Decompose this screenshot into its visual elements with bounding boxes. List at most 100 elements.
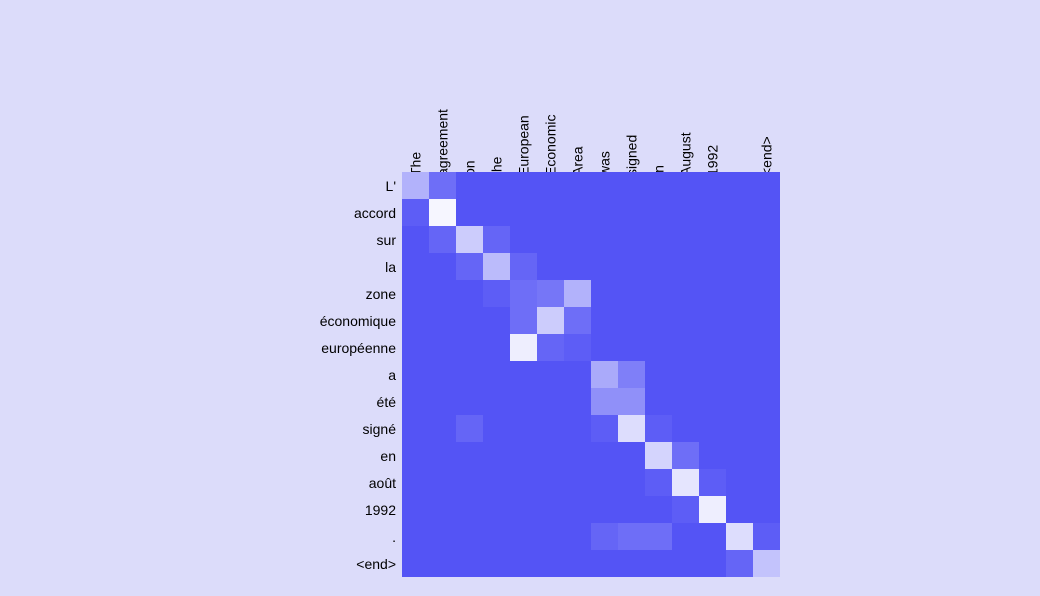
heatmap-cell	[456, 469, 483, 496]
heatmap-cell	[672, 523, 699, 550]
heatmap-cell	[564, 550, 591, 577]
heatmap-cell	[483, 280, 510, 307]
heatmap-cell	[591, 280, 618, 307]
heatmap-cell	[753, 361, 780, 388]
heatmap-cell	[645, 361, 672, 388]
heatmap-cell	[456, 172, 483, 199]
row-label: en	[282, 442, 402, 469]
heatmap-cell	[618, 523, 645, 550]
heatmap-cell	[537, 253, 564, 280]
heatmap-cell	[402, 361, 429, 388]
heatmap-cell	[483, 388, 510, 415]
heatmap-cell	[537, 496, 564, 523]
row-label: économique	[282, 307, 402, 334]
row-label: été	[282, 388, 402, 415]
heatmap-cell	[645, 523, 672, 550]
heatmap-cell	[564, 307, 591, 334]
heatmap-cell	[618, 199, 645, 226]
heatmap-cell	[429, 442, 456, 469]
heatmap-cell	[456, 199, 483, 226]
heatmap-cell	[591, 253, 618, 280]
heatmap-cell	[672, 226, 699, 253]
heatmap-cell	[591, 415, 618, 442]
heatmap-cell	[672, 442, 699, 469]
column-label: signed	[618, 32, 645, 176]
heatmap-cell	[699, 334, 726, 361]
heatmap-cell	[618, 388, 645, 415]
heatmap-cell	[726, 496, 753, 523]
heatmap-cell	[753, 199, 780, 226]
heatmap-cell	[672, 280, 699, 307]
heatmap-cell	[645, 334, 672, 361]
heatmap-cell	[618, 334, 645, 361]
heatmap-cell	[429, 226, 456, 253]
heatmap-cell	[753, 415, 780, 442]
column-label: on	[456, 32, 483, 176]
heatmap-cell	[726, 415, 753, 442]
heatmap-cell	[483, 442, 510, 469]
heatmap-cell	[429, 172, 456, 199]
heatmap-cell	[537, 334, 564, 361]
heatmap-cell	[564, 199, 591, 226]
heatmap-cell	[483, 523, 510, 550]
column-label: 1992	[699, 32, 726, 176]
column-label: in	[645, 32, 672, 176]
heatmap-cell	[753, 307, 780, 334]
heatmap-cell	[510, 523, 537, 550]
heatmap-cell	[672, 307, 699, 334]
heatmap-cell	[591, 199, 618, 226]
heatmap-cell	[429, 388, 456, 415]
heatmap-cell	[753, 226, 780, 253]
attention-heatmap	[402, 172, 780, 577]
heatmap-cell	[564, 334, 591, 361]
heatmap-cell	[645, 415, 672, 442]
heatmap-cell	[618, 280, 645, 307]
heatmap-cell	[510, 280, 537, 307]
heatmap-cell	[618, 307, 645, 334]
heatmap-cell	[753, 388, 780, 415]
heatmap-cell	[483, 307, 510, 334]
heatmap-cell	[510, 199, 537, 226]
figure-stage: TheagreementontheEuropeanEconomicAreawas…	[0, 0, 1040, 596]
heatmap-cell	[537, 415, 564, 442]
heatmap-cell	[645, 550, 672, 577]
heatmap-cell	[456, 523, 483, 550]
column-label: was	[591, 32, 618, 176]
heatmap-cell	[402, 550, 429, 577]
heatmap-cell	[429, 253, 456, 280]
heatmap-cell	[672, 253, 699, 280]
heatmap-cell	[753, 334, 780, 361]
heatmap-cell	[699, 307, 726, 334]
heatmap-cell	[429, 280, 456, 307]
heatmap-cell	[402, 172, 429, 199]
heatmap-cell	[483, 199, 510, 226]
heatmap-cell	[564, 388, 591, 415]
heatmap-cell	[537, 442, 564, 469]
heatmap-cell	[591, 523, 618, 550]
heatmap-cell	[591, 496, 618, 523]
row-label: L'	[282, 172, 402, 199]
heatmap-cell	[429, 334, 456, 361]
heatmap-cell	[402, 415, 429, 442]
heatmap-cell	[429, 550, 456, 577]
heatmap-cell	[537, 307, 564, 334]
heatmap-cell	[402, 226, 429, 253]
heatmap-cell	[699, 226, 726, 253]
heatmap-cell	[699, 361, 726, 388]
heatmap-cell	[456, 550, 483, 577]
heatmap-cell	[672, 550, 699, 577]
heatmap-cell	[429, 307, 456, 334]
row-label: 1992	[282, 496, 402, 523]
heatmap-cell	[618, 226, 645, 253]
heatmap-cell	[753, 496, 780, 523]
heatmap-cell	[699, 496, 726, 523]
heatmap-cell	[483, 172, 510, 199]
heatmap-cell	[672, 469, 699, 496]
heatmap-cell	[726, 172, 753, 199]
heatmap-cell	[429, 361, 456, 388]
heatmap-cell	[483, 334, 510, 361]
heatmap-cell	[591, 334, 618, 361]
heatmap-cell	[402, 388, 429, 415]
heatmap-cell	[753, 253, 780, 280]
heatmap-cell	[564, 253, 591, 280]
